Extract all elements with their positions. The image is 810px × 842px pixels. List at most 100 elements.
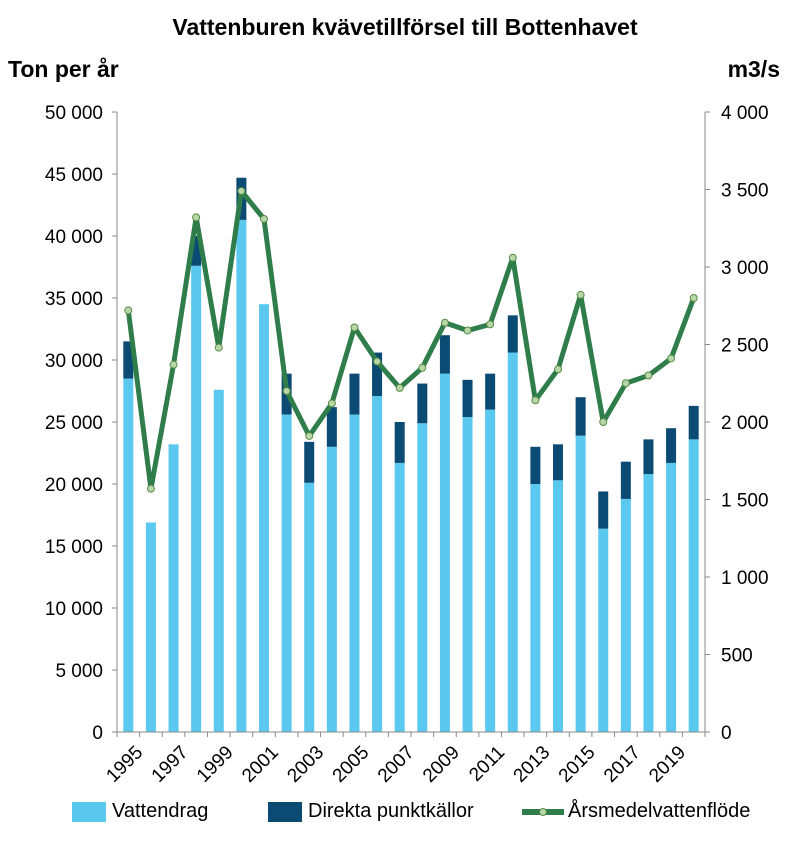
point-arsmedelvattenflode-2011: [486, 320, 495, 329]
bar-vattendrag-1997: [168, 444, 179, 732]
y-left-tick-label: 40 000: [45, 227, 103, 248]
bar-punktkallor-2020: [688, 405, 699, 440]
y-right-tick-label: 0: [721, 723, 732, 744]
point-arsmedelvattenflode-1997: [169, 360, 178, 369]
y-right-tick-label: 2 500: [721, 336, 769, 357]
point-arsmedelvattenflode-2008: [418, 363, 427, 372]
legend-label-vattendrag: Vattendrag: [112, 800, 209, 822]
point-arsmedelvattenflode-2017: [621, 379, 630, 388]
bar-vattendrag-2007: [394, 462, 405, 732]
x-tick-label: 2011: [465, 742, 509, 786]
bar-vattendrag-2008: [417, 423, 428, 732]
legend-swatch-punktkallor: [268, 801, 302, 822]
y-right-tick-label: 1 500: [721, 491, 769, 512]
x-tick-label: 2001: [238, 742, 283, 787]
bar-vattendrag-2016: [598, 528, 609, 732]
x-tick-label: 2015: [555, 742, 600, 787]
legend-swatch-flode: [522, 802, 564, 822]
point-arsmedelvattenflode-2016: [599, 418, 608, 426]
y-left-tick-label: 30 000: [45, 351, 103, 372]
bar-vattendrag-2011: [485, 409, 496, 732]
bar-vattendrag-2019: [666, 462, 677, 732]
y-right-tick-label: 4 000: [721, 103, 769, 124]
point-arsmedelvattenflode-2002: [282, 387, 291, 395]
point-arsmedelvattenflode-2005: [350, 323, 359, 332]
point-arsmedelvattenflode-2003: [305, 431, 314, 440]
point-arsmedelvattenflode-2020: [689, 294, 698, 302]
x-tick-label: 2007: [374, 742, 419, 787]
bar-vattendrag-2017: [620, 498, 631, 732]
y-left-tick-label: 20 000: [45, 475, 103, 496]
y-right-tick-label: 2 000: [721, 413, 769, 434]
bar-punktkallor-2013: [530, 446, 541, 484]
point-arsmedelvattenflode-1998: [192, 213, 201, 222]
point-arsmedelvattenflode-2013: [531, 396, 540, 405]
bar-punktkallor-2004: [326, 407, 337, 447]
point-arsmedelvattenflode-2004: [327, 399, 336, 408]
x-tick-label: 2019: [645, 742, 690, 787]
point-arsmedelvattenflode-2007: [395, 383, 404, 392]
legend: Vattendrag Direkta punktkällor Årsmedelv…: [0, 800, 810, 834]
bar-punktkallor-2009: [439, 335, 450, 374]
y-left-tick-label: 45 000: [45, 165, 103, 186]
bar-punktkallor-2014: [553, 444, 563, 481]
bar-vattendrag-1995: [123, 378, 134, 732]
x-tick-label: 2013: [510, 742, 555, 787]
y-axis-right-label: m3/s: [727, 56, 780, 82]
legend-label-flode: Årsmedelvattenflöde: [568, 800, 751, 822]
point-arsmedelvattenflode-2000: [237, 187, 246, 196]
bar-vattendrag-2000: [236, 219, 247, 732]
point-arsmedelvattenflode-1995: [124, 306, 133, 315]
bar-punktkallor-2010: [462, 379, 473, 418]
bar-vattendrag-2014: [553, 480, 563, 732]
bar-vattendrag-2002: [281, 414, 292, 732]
y-right-tick-label: 3 500: [721, 181, 769, 202]
bar-vattendrag-2018: [643, 474, 654, 732]
bar-vattendrag-2013: [530, 484, 541, 732]
point-arsmedelvattenflode-2009: [440, 318, 449, 327]
line-arsmedelvattenflode: [125, 188, 697, 492]
bar-vattendrag-1998: [191, 265, 202, 732]
y-axis-left-label: Ton per år: [8, 56, 119, 82]
bar-punktkallor-2012: [507, 315, 518, 353]
bars-layer: [123, 177, 699, 732]
axes-layer: [112, 111, 710, 737]
bar-vattendrag-2001: [259, 304, 269, 732]
y-right-tick-label: 1 000: [721, 568, 769, 589]
bar-vattendrag-2010: [462, 417, 473, 732]
point-arsmedelvattenflode-1999: [214, 343, 223, 352]
bar-punktkallor-2019: [666, 428, 677, 463]
bar-punktkallor-2018: [643, 439, 654, 475]
y-left-tick-label: 5 000: [55, 661, 103, 682]
y-left-tick-label: 15 000: [45, 537, 103, 558]
y-left-tick-label: 35 000: [45, 289, 103, 310]
y-right-tick-label: 3 000: [721, 258, 769, 279]
legend-item-punktkallor: Direkta punktkällor: [268, 800, 474, 823]
bar-vattendrag-2003: [304, 482, 315, 732]
y-left-tick-label: 10 000: [45, 599, 103, 620]
point-arsmedelvattenflode-2006: [373, 357, 382, 366]
x-tick-label: 1997: [148, 742, 193, 787]
bar-punktkallor-2017: [620, 461, 631, 499]
bar-vattendrag-2005: [349, 414, 360, 732]
x-tick-label: 2003: [283, 742, 328, 787]
legend-item-vattendrag: Vattendrag: [72, 800, 208, 823]
bar-punktkallor-2008: [417, 383, 428, 424]
bar-punktkallor-2005: [349, 373, 360, 415]
x-tick-label: 2005: [329, 742, 374, 787]
bar-punktkallor-1998: [191, 236, 202, 266]
y-left-tick-label: 50 000: [45, 103, 103, 124]
point-arsmedelvattenflode-2012: [508, 253, 517, 262]
point-arsmedelvattenflode-2018: [644, 371, 653, 380]
point-arsmedelvattenflode-2019: [667, 354, 676, 363]
point-arsmedelvattenflode-2015: [576, 290, 585, 299]
bar-punktkallor-2011: [485, 373, 496, 410]
bar-vattendrag-2020: [688, 439, 699, 732]
point-arsmedelvattenflode-2001: [260, 214, 268, 223]
legend-item-flode: Årsmedelvattenflöde: [522, 800, 750, 823]
bar-vattendrag-1996: [145, 522, 156, 732]
x-tick-label: 2009: [419, 742, 464, 787]
bar-vattendrag-2004: [326, 446, 337, 732]
bar-punktkallor-2016: [598, 491, 609, 529]
legend-swatch-vattendrag: [72, 801, 106, 822]
